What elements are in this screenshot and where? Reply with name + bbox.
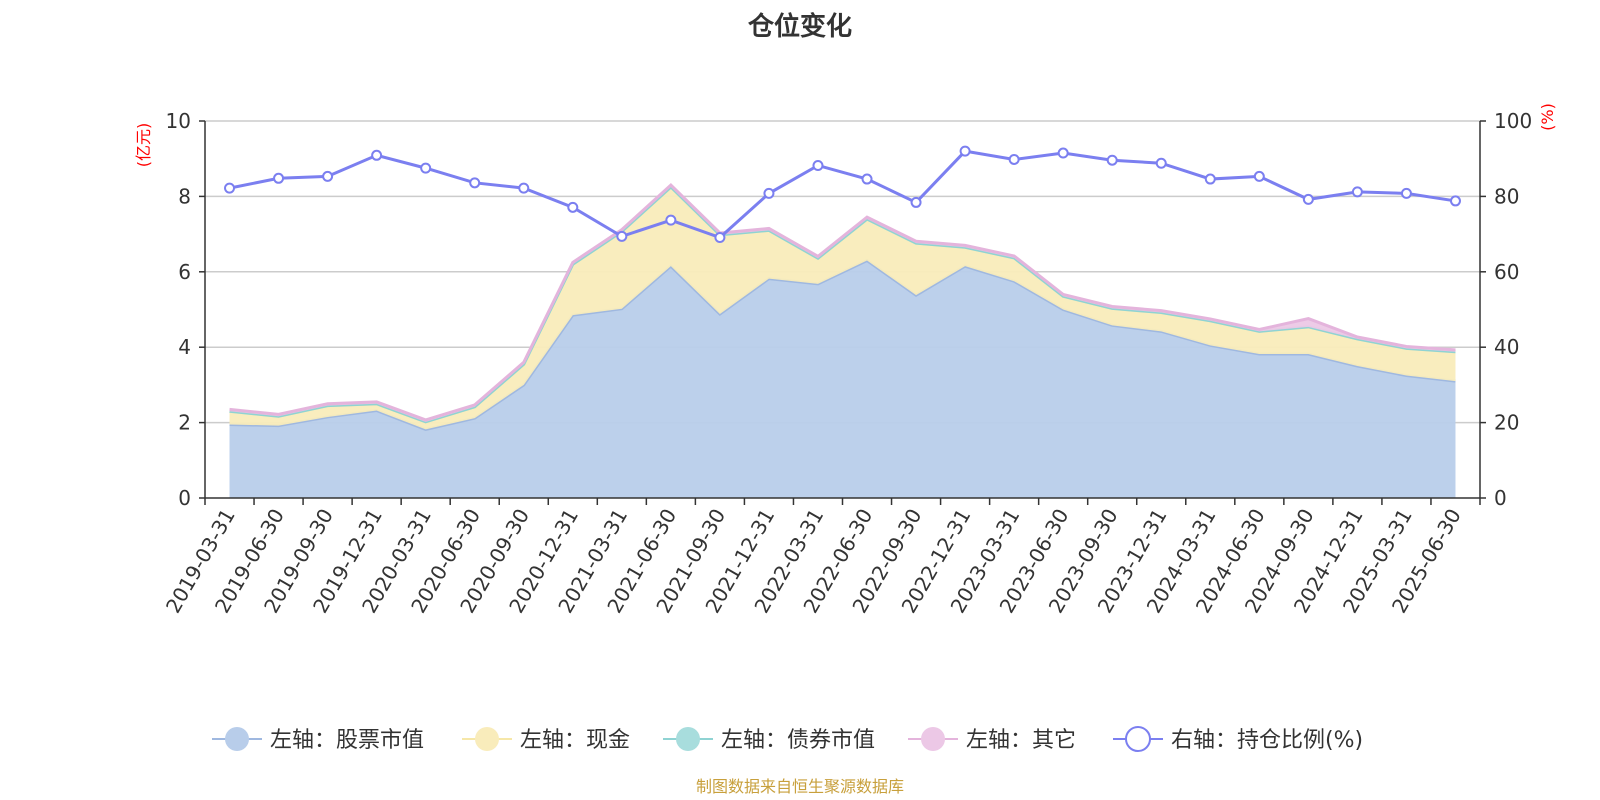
legend-marker-4: [1125, 726, 1151, 752]
ratio-point-19: [1155, 157, 1167, 169]
legend-label-4: 右轴：持仓比例(%): [1171, 728, 1363, 753]
area-line-3: [229, 183, 1456, 422]
left-axis-unit: (亿元): [134, 123, 153, 168]
area-series-group: [229, 183, 1456, 498]
ratio-point-5: [469, 177, 481, 189]
ratio-point-22: [1302, 193, 1314, 205]
ratio-point-1: [273, 172, 285, 184]
ratio-point-2: [322, 170, 334, 182]
legend-label-0: 左轴：股票市值: [270, 728, 424, 753]
right-axis-tick-5: 100: [1494, 109, 1532, 133]
right-axis-tick-3: 60: [1494, 260, 1519, 284]
ratio-point-6: [518, 182, 530, 194]
ratio-point-7: [567, 201, 579, 213]
ratio-point-11: [763, 187, 775, 199]
ratio-point-8: [616, 230, 628, 242]
left-axis-tick-2: 4: [178, 335, 191, 359]
ratio-point-17: [1057, 147, 1069, 159]
legend-label-1: 左轴：现金: [520, 728, 630, 753]
ratio-point-25: [1449, 195, 1461, 207]
right-axis-tick-4: 80: [1494, 184, 1519, 208]
left-axis-tick-5: 10: [166, 109, 191, 133]
ratio-point-24: [1400, 187, 1412, 199]
position-ratio-line-group: [224, 145, 1461, 243]
left-axis-tick-1: 2: [178, 411, 191, 435]
source-note: 制图数据来自恒生聚源数据库: [696, 777, 904, 796]
ratio-point-23: [1351, 186, 1363, 198]
ratio-point-21: [1253, 170, 1265, 182]
ratio-point-20: [1204, 173, 1216, 185]
right-axis-unit: (%): [1538, 103, 1557, 131]
ratio-point-16: [1008, 153, 1020, 165]
left-axis-tick-4: 8: [178, 184, 191, 208]
legend-marker-1: [475, 727, 499, 751]
legend-label-3: 左轴：其它: [966, 728, 1076, 753]
ratio-point-3: [371, 149, 383, 161]
legend-marker-2: [676, 727, 700, 751]
ratio-point-13: [861, 173, 873, 185]
legend: 左轴：股票市值 左轴：现金 左轴：债券市值 左轴：其它 右轴：持仓比例(%): [212, 726, 1363, 753]
legend-marker-3: [921, 727, 945, 751]
legend-label-2: 左轴：债券市值: [721, 728, 875, 753]
ratio-point-12: [812, 159, 824, 171]
right-axis-tick-2: 40: [1494, 335, 1519, 359]
right-axis-tick-1: 20: [1494, 411, 1519, 435]
legend-marker-0: [225, 727, 249, 751]
area-0: [229, 260, 1456, 498]
ratio-point-4: [420, 162, 432, 174]
left-axis-tick-3: 6: [178, 260, 191, 284]
left-axis-tick-0: 0: [178, 486, 191, 510]
ratio-point-15: [959, 145, 971, 157]
ratio-point-10: [714, 231, 726, 243]
ratio-point-0: [224, 182, 236, 194]
ratio-point-9: [665, 214, 677, 226]
position-ratio-line: [229, 149, 1456, 240]
right-axis-tick-0: 0: [1494, 486, 1507, 510]
chart-title: 仓位变化: [747, 11, 852, 42]
ratio-point-18: [1106, 154, 1118, 166]
ratio-point-14: [910, 196, 922, 208]
